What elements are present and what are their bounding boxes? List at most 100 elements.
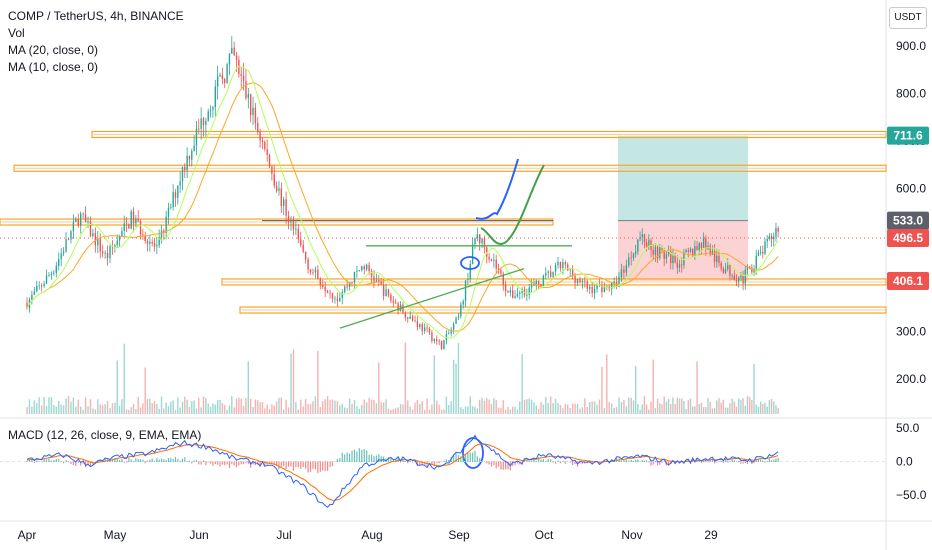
candle-body xyxy=(652,249,654,255)
volume-bar xyxy=(493,398,495,414)
macd-histogram-bar xyxy=(516,461,519,464)
candle-body xyxy=(618,277,620,287)
macd-histogram-bar xyxy=(368,454,370,462)
volume-bar xyxy=(433,355,436,414)
price-tick-label: 600.0 xyxy=(896,182,926,196)
macd-histogram-bar xyxy=(603,459,605,462)
candle-body xyxy=(409,316,411,319)
volume-bar xyxy=(146,399,149,414)
candle-body xyxy=(125,223,128,225)
volume-bar xyxy=(584,398,586,414)
macd-histogram-bar xyxy=(41,461,43,463)
candle-body xyxy=(106,252,109,259)
candle-body xyxy=(195,128,198,146)
macd-histogram-bar xyxy=(172,459,174,462)
candle-body xyxy=(212,107,214,110)
candle-body xyxy=(104,252,106,254)
candle-body xyxy=(334,298,336,300)
macd-histogram-bar xyxy=(361,449,363,462)
candle-body xyxy=(114,245,116,248)
candle-body xyxy=(567,264,569,271)
candle-body xyxy=(641,234,643,238)
candle-body xyxy=(135,218,137,224)
volume-bar xyxy=(144,367,146,414)
volume-bar xyxy=(109,408,111,414)
candle-body xyxy=(481,238,483,244)
macd-histogram-bar xyxy=(436,461,438,464)
volume-bar xyxy=(615,407,618,414)
volume-bar xyxy=(212,403,214,414)
volume-bar xyxy=(336,401,339,414)
volume-bar xyxy=(438,404,440,414)
volume-bar xyxy=(694,406,696,414)
volume-bar xyxy=(620,401,623,414)
volume-bar xyxy=(139,407,142,414)
volume-bar xyxy=(661,404,663,414)
macd-histogram-bar xyxy=(404,461,406,462)
volume-bar xyxy=(216,400,219,414)
candle-body xyxy=(144,235,146,242)
candle-body xyxy=(373,276,375,282)
macd-histogram-bar xyxy=(363,449,365,462)
candle-body xyxy=(694,246,696,256)
candle-body xyxy=(773,236,775,240)
macd-histogram-bar xyxy=(336,459,338,462)
macd-histogram-bar xyxy=(569,461,571,463)
volume-bar xyxy=(158,408,160,414)
volume-bar xyxy=(589,402,591,414)
candle-body xyxy=(312,272,314,274)
macd-histogram-bar xyxy=(271,461,273,464)
macd-histogram-bar xyxy=(639,461,641,463)
candle-body xyxy=(38,285,40,287)
candle-body xyxy=(740,275,742,278)
candle-body xyxy=(214,86,216,108)
macd-histogram-bar xyxy=(724,459,727,462)
volume-bar xyxy=(282,409,285,414)
candle-body xyxy=(554,265,557,272)
candle-body xyxy=(729,265,731,276)
macd-histogram-bar xyxy=(80,461,82,466)
volume-bar xyxy=(462,408,464,414)
macd-histogram-bar xyxy=(414,461,416,463)
candle-body xyxy=(48,275,50,276)
volume-bar xyxy=(486,398,488,414)
candle-body xyxy=(483,238,486,248)
time-tick-label: Sep xyxy=(448,528,470,542)
macd-histogram-bar xyxy=(219,461,221,467)
macd-histogram-bar xyxy=(428,461,431,463)
macd-histogram-bar xyxy=(646,460,648,462)
macd-histogram-bar xyxy=(280,461,282,467)
volume-bar xyxy=(104,404,106,414)
volume-bar xyxy=(674,404,676,414)
volume-bar xyxy=(84,397,87,414)
candle-body xyxy=(80,213,82,226)
candle-body xyxy=(177,185,179,198)
candle-body xyxy=(271,166,273,174)
candle-body xyxy=(467,279,469,281)
macd-histogram-bar xyxy=(519,461,521,465)
volume-bar xyxy=(469,396,471,414)
candle-body xyxy=(656,246,659,258)
macd-histogram-bar xyxy=(380,456,382,462)
macd-histogram-bar xyxy=(324,461,326,472)
macd-histogram-bar xyxy=(591,461,593,465)
volume-bar xyxy=(500,408,502,414)
candle-body xyxy=(637,239,639,252)
macd-tick-label: 0.0 xyxy=(896,455,913,469)
candle-body xyxy=(77,219,79,226)
macd-histogram-bar xyxy=(528,461,530,462)
price-tag-label: 496.5 xyxy=(893,231,923,245)
candle-body xyxy=(502,273,504,285)
candle-body xyxy=(139,221,142,235)
macd-histogram-bar xyxy=(344,454,346,462)
candle-body xyxy=(226,64,228,83)
currency-selector[interactable]: USDT xyxy=(889,7,927,29)
candle-body xyxy=(667,251,670,255)
volume-bar xyxy=(202,396,205,414)
volume-bar xyxy=(219,399,221,414)
volume-bar xyxy=(512,406,514,414)
candle-body xyxy=(755,255,757,269)
macd-histogram-bar xyxy=(402,458,404,462)
macd-histogram-bar xyxy=(493,461,495,466)
